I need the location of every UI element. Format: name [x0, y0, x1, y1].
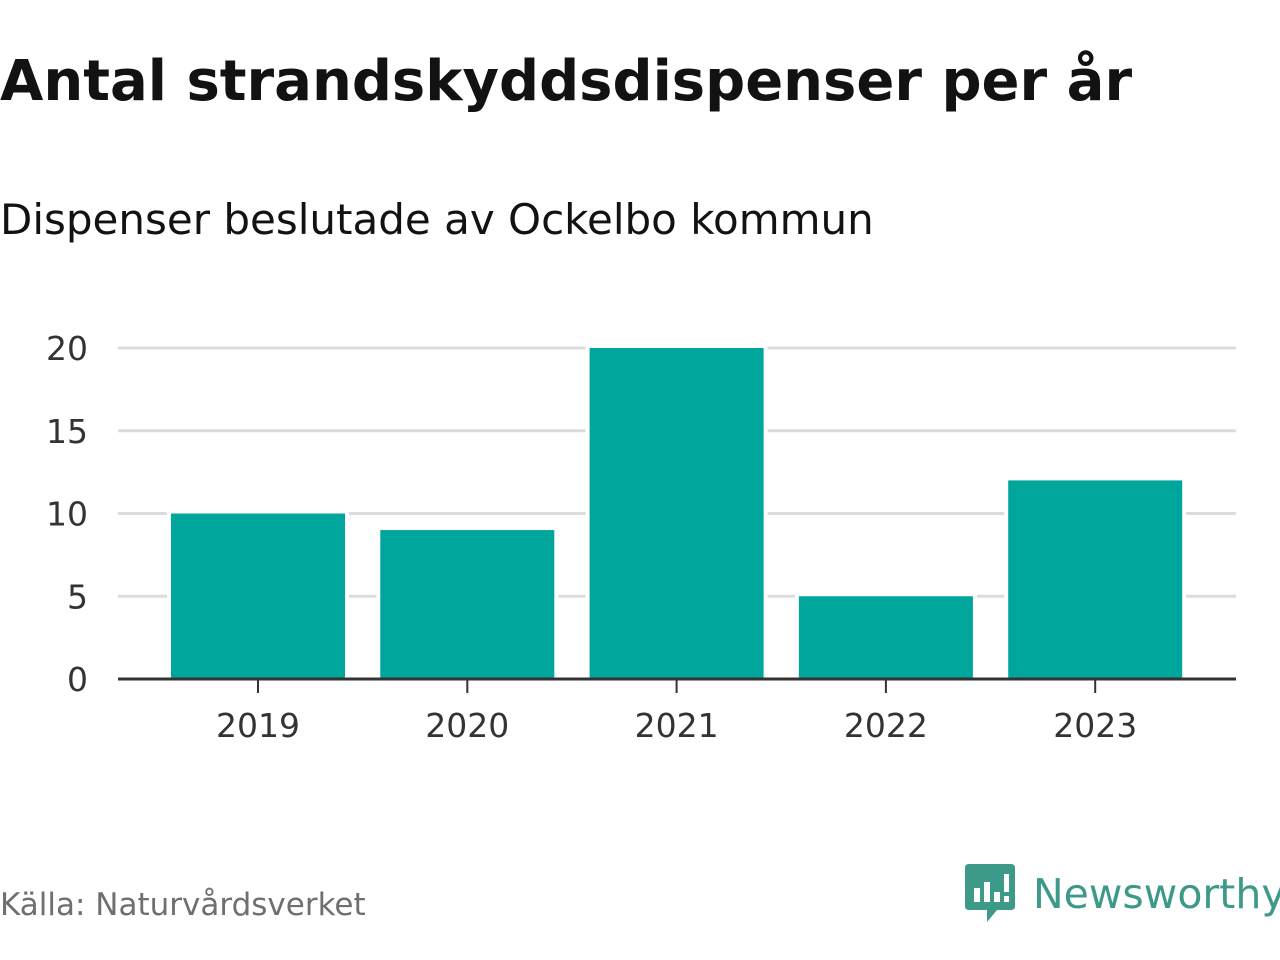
bar-2020 [380, 530, 555, 679]
bar-2023 [1008, 480, 1183, 679]
source-note: Källa: Naturvårdsverket [0, 887, 366, 923]
x-tick-label: 2023 [1053, 706, 1137, 745]
bars [167, 346, 1187, 679]
newsworthy-logo-icon [965, 864, 1015, 922]
y-tick-label: 10 [46, 495, 88, 534]
x-tick-label: 2022 [844, 706, 928, 745]
y-tick-label: 5 [67, 577, 88, 616]
bar-2019 [171, 513, 345, 679]
bar-2021 [589, 348, 764, 679]
chart-subtitle: Dispenser beslutade av Ockelbo kommun [0, 195, 874, 244]
y-tick-label: 20 [46, 329, 88, 368]
x-tick-label: 2021 [635, 706, 719, 745]
bar-2022 [798, 596, 973, 679]
brand-logo: Newsworthy [965, 864, 1280, 924]
x-tick-label: 2020 [425, 706, 509, 745]
chart-title: Antal strandskyddsdispenser per år [0, 49, 1133, 114]
x-tick-label: 2019 [216, 706, 300, 745]
y-tick-label: 0 [67, 660, 88, 699]
brand-name: Newsworthy [1033, 870, 1280, 918]
axes: 0 5 10 15 20 2019 2020 2021 2022 2023 [46, 329, 1236, 745]
y-tick-label: 15 [46, 412, 88, 451]
